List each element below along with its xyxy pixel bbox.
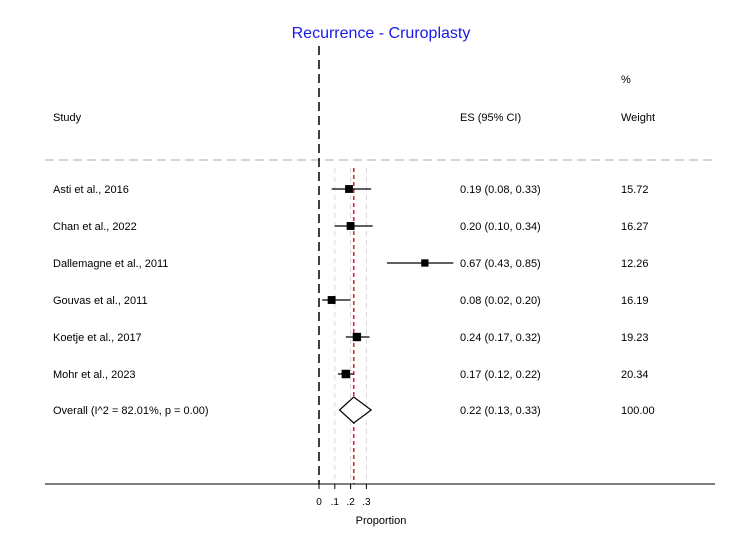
weight-header: Weight <box>621 112 655 124</box>
weight-value: 16.19 <box>621 295 649 307</box>
weight-value: 15.72 <box>621 184 649 196</box>
weight-value: 20.34 <box>621 369 649 381</box>
weight-value: 19.23 <box>621 332 649 344</box>
point-estimate <box>421 259 429 267</box>
study-name: Koetje et al., 2017 <box>53 332 142 344</box>
study-row-1: Chan et al., 2022 0.20 (0.10, 0.34) 16.27 <box>53 221 649 233</box>
point-estimate <box>327 296 336 304</box>
study-name: Mohr et al., 2023 <box>53 369 136 381</box>
study-row-2: Dallemagne et al., 2011 0.67 (0.43, 0.85)… <box>53 258 649 270</box>
x-tick-label-3: .3 <box>362 497 371 508</box>
study-row-0: Asti et al., 2016 0.19 (0.08, 0.33) 15.72 <box>53 184 649 196</box>
point-estimate <box>341 369 351 379</box>
es-ci-text: 0.19 (0.08, 0.33) <box>460 184 541 196</box>
point-estimate <box>346 222 355 230</box>
overall-es-text: 0.22 (0.13, 0.33) <box>460 405 541 417</box>
x-axis-label: Proportion <box>356 515 407 527</box>
overall-row: Overall (I^2 = 82.01%, p = 0.00) 0.22 (0… <box>53 396 655 424</box>
chart-title: Recurrence - Cruroplasty <box>292 25 471 42</box>
point-estimate <box>352 332 362 342</box>
x-tick-label-1: .1 <box>331 497 340 508</box>
overall-weight: 100.00 <box>621 405 655 417</box>
es-header: ES (95% CI) <box>460 112 521 124</box>
x-axis-ticks: 0 .1 .2 .3 <box>316 484 371 508</box>
x-tick-label-2: .2 <box>346 497 355 508</box>
es-ci-text: 0.67 (0.43, 0.85) <box>460 258 541 270</box>
weight-value: 12.26 <box>621 258 649 270</box>
x-tick-label-0: 0 <box>316 497 322 508</box>
study-name: Gouvas et al., 2011 <box>53 295 148 307</box>
es-ci-text: 0.17 (0.12, 0.22) <box>460 369 541 381</box>
study-header: Study <box>53 112 82 124</box>
es-ci-text: 0.20 (0.10, 0.34) <box>460 221 541 233</box>
es-ci-text: 0.24 (0.17, 0.32) <box>460 332 541 344</box>
study-name: Dallemagne et al., 2011 <box>53 258 168 270</box>
study-row-4: Koetje et al., 2017 0.24 (0.17, 0.32) 19.2… <box>53 332 649 344</box>
es-ci-text: 0.08 (0.02, 0.20) <box>460 295 541 307</box>
study-rows: Asti et al., 2016 0.19 (0.08, 0.33) 15.72 C… <box>53 184 649 381</box>
overall-diamond <box>338 396 373 424</box>
study-row-3: Gouvas et al., 2011 0.08 (0.02, 0.20) 16.1… <box>53 295 649 307</box>
point-estimate <box>345 185 353 193</box>
weight-header-percent: % <box>621 74 631 86</box>
overall-label: Overall (I^2 = 82.01%, p = 0.00) <box>53 405 209 417</box>
tick-gridlines <box>334 168 367 484</box>
weight-value: 16.27 <box>621 221 649 233</box>
study-row-5: Mohr et al., 2023 0.17 (0.12, 0.22) 20.34 <box>53 369 649 381</box>
study-name: Asti et al., 2016 <box>53 184 129 196</box>
study-name: Chan et al., 2022 <box>53 221 137 233</box>
